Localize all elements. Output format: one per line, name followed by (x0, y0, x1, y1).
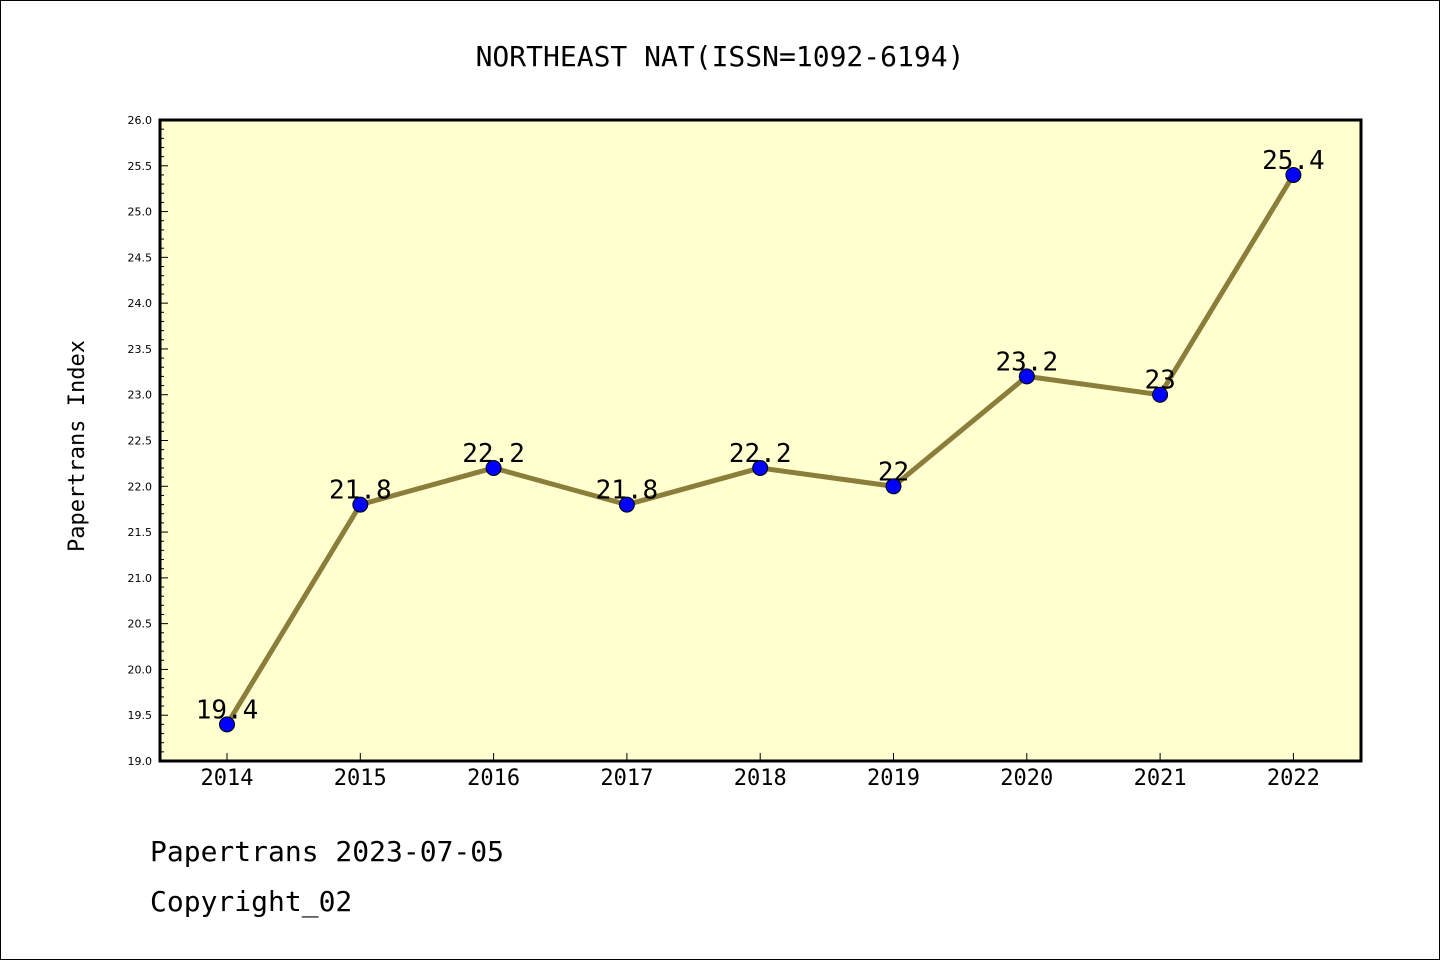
data-label: 22 (878, 457, 909, 487)
y-tick-label: 25.5 (128, 160, 153, 173)
data-label: 25.4 (1262, 146, 1325, 176)
y-tick-label: 19.5 (128, 709, 153, 722)
data-label: 23.2 (995, 347, 1058, 377)
data-label: 19.4 (196, 695, 259, 725)
chart-title: NORTHEAST NAT(ISSN=1092-6194) (476, 40, 965, 73)
y-tick-label: 24.5 (128, 251, 153, 264)
x-tick-label: 2021 (1134, 766, 1187, 791)
data-label: 21.8 (596, 476, 659, 506)
data-point (752, 459, 769, 476)
y-tick-label: 23.5 (128, 343, 153, 356)
data-label: 22.2 (729, 439, 792, 469)
data-label: 22.2 (462, 439, 525, 469)
x-tick-label: 2014 (201, 766, 254, 791)
x-tick-label: 2022 (1267, 766, 1320, 791)
x-tick-label: 2018 (734, 766, 787, 791)
data-point (1018, 368, 1035, 385)
data-label: 21.8 (329, 476, 392, 506)
x-tick-label: 2017 (600, 766, 653, 791)
x-tick-label: 2020 (1000, 766, 1053, 791)
data-points (219, 166, 1302, 733)
y-axis-label: Papertrans Index (65, 340, 90, 552)
data-point (219, 716, 235, 733)
x-tick-label: 2019 (867, 766, 920, 791)
x-tick-label: 2016 (467, 766, 520, 791)
y-tick-label: 20.5 (128, 618, 153, 631)
data-label: 23 (1144, 366, 1175, 396)
y-tick-label: 25.0 (128, 206, 153, 219)
y-tick-label: 23.0 (128, 389, 153, 402)
data-point (1285, 166, 1302, 183)
data-point (885, 478, 902, 495)
y-tick-label: 21.5 (128, 526, 153, 539)
y-tick-label: 24.0 (128, 297, 153, 310)
y-tick-label: 26.0 (128, 114, 153, 127)
data-point (352, 496, 369, 513)
data-point (618, 496, 635, 513)
footer-copyright: Copyright_02 (150, 885, 353, 918)
y-tick-label: 22.5 (128, 435, 153, 448)
y-tick-label: 20.0 (128, 663, 153, 676)
y-axis: 19.0 19.5 20.0 20.5 21.0 21.5 22.0 22.5 23.0 23.5… (128, 114, 168, 768)
data-point (485, 459, 502, 476)
y-tick-label: 21.0 (128, 572, 153, 585)
data-point (1152, 386, 1169, 403)
x-tick-label: 2015 (334, 766, 387, 791)
data-labels: 19.4 21.8 22.2 21.8 22.2 22 23.2 23 25.4 (196, 146, 1325, 725)
x-axis: 2014 2015 2016 2017 2018 2019 2020 2021 2022 (201, 753, 1320, 791)
y-tick-label: 22.0 (128, 480, 153, 493)
plot-area (158, 118, 1363, 763)
y-tick-label: 19.0 (128, 755, 153, 768)
footer-date: Papertrans 2023-07-05 (150, 835, 505, 868)
